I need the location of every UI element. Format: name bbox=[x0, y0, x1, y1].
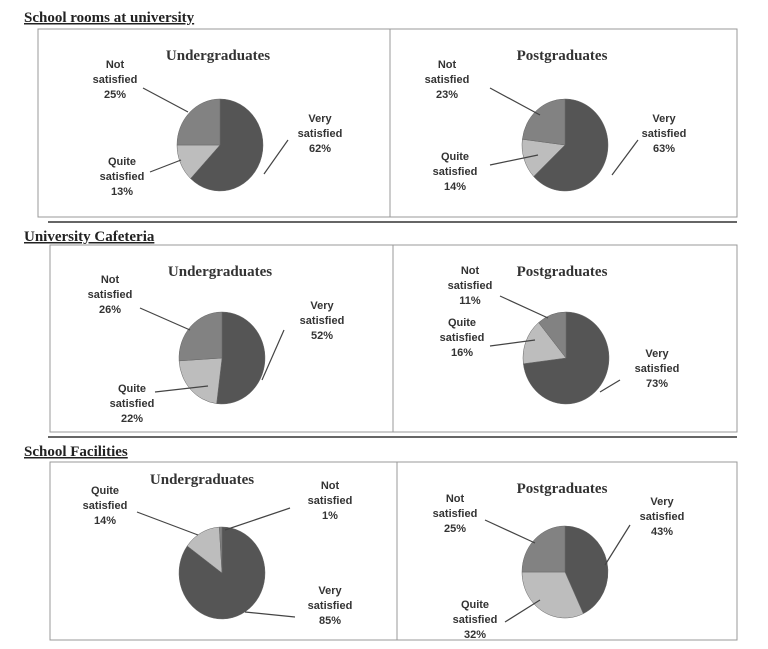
leader-line bbox=[604, 524, 631, 566]
pie-title: Postgraduates bbox=[517, 481, 608, 497]
leader-line bbox=[599, 379, 621, 393]
leader-line bbox=[261, 329, 285, 381]
pie-slice-very-satisfied bbox=[533, 98, 609, 192]
leader-line bbox=[484, 519, 536, 544]
slice-label: Not satisfied 25% bbox=[93, 59, 138, 101]
pie-slice-not-satisfied bbox=[522, 98, 566, 146]
leader-line bbox=[263, 139, 289, 175]
slice-label: Very satisfied 85% bbox=[308, 585, 353, 627]
slice-label: Very satisfied 73% bbox=[635, 348, 680, 390]
pie-slice-not-satisfied bbox=[521, 525, 566, 573]
pie-title: Undergraduates bbox=[150, 472, 254, 488]
leader-line bbox=[489, 339, 536, 347]
pie-chart-school-rooms-at-university-undergraduates: Undergraduates Very satisfied 62% Quite satis… bbox=[93, 48, 343, 198]
slice-label: Very satisfied 62% bbox=[298, 113, 343, 155]
leader-line bbox=[489, 87, 541, 116]
leader-line bbox=[611, 139, 639, 176]
pie-chart-school-rooms-at-university-postgraduates: Postgraduates Very satisfied 63% Quite satisf… bbox=[425, 48, 687, 193]
pie-slice-not-satisfied bbox=[178, 311, 223, 362]
section-title-school-rooms: School rooms at university bbox=[24, 10, 195, 26]
slice-label: Not satisfied 1% bbox=[308, 480, 353, 522]
pie-slice-quite-satisfied bbox=[178, 357, 223, 404]
leader-line bbox=[142, 87, 189, 113]
panel-frame bbox=[49, 461, 738, 641]
slice-label: Quite satisfied 32% bbox=[453, 599, 498, 641]
pie-title: Postgraduates bbox=[517, 48, 608, 64]
pie-chart-school-facilities-undergraduates: Undergraduates Very satisfied 85% Quite satis… bbox=[83, 472, 353, 627]
leader-line bbox=[499, 295, 549, 319]
slice-label: Not satisfied 26% bbox=[88, 274, 133, 316]
pie-slice-very-satisfied bbox=[216, 311, 266, 405]
section-title-cafeteria: University Cafeteria bbox=[24, 229, 155, 245]
slice-label: Quite satisfied 14% bbox=[433, 151, 478, 193]
slice-label: Very satisfied 43% bbox=[640, 496, 685, 538]
pie-slice-not-satisfied bbox=[219, 526, 223, 574]
pie-slice-not-satisfied bbox=[538, 311, 567, 359]
leader-line bbox=[149, 159, 182, 173]
leader-line bbox=[139, 307, 191, 331]
pie-title: Undergraduates bbox=[166, 48, 270, 64]
leader-line bbox=[154, 385, 209, 393]
leader-line bbox=[504, 599, 541, 623]
slice-label: Quite satisfied 14% bbox=[83, 485, 128, 527]
slice-label: Not satisfied 23% bbox=[425, 59, 470, 101]
pie-chart-university-cafeteria-undergraduates: Undergraduates Very satisfied 52% Quite satis… bbox=[88, 264, 345, 425]
pie-chart-university-cafeteria-postgraduates: Postgraduates Very satisfied 73% Quite satisf… bbox=[440, 264, 680, 405]
pie-chart-school-facilities-postgraduates: Postgraduates Very satisfied 43% Quite satisf… bbox=[433, 481, 685, 641]
pie-slice-not-satisfied bbox=[176, 98, 221, 146]
pie-slice-very-satisfied bbox=[190, 98, 264, 192]
leader-line bbox=[136, 511, 199, 536]
panel-frame bbox=[37, 28, 738, 218]
slice-label: Quite satisfied 13% bbox=[100, 156, 145, 198]
pie-slice-quite-satisfied bbox=[521, 571, 584, 619]
slice-label: Not satisfied 11% bbox=[448, 265, 493, 307]
slice-label: Very satisfied 63% bbox=[642, 113, 687, 155]
leader-line bbox=[224, 507, 291, 531]
pie-title: Postgraduates bbox=[517, 264, 608, 280]
leader-line bbox=[244, 611, 296, 618]
slice-label: Quite satisfied 22% bbox=[110, 383, 155, 425]
pie-title: Undergraduates bbox=[168, 264, 272, 280]
slice-label: Very satisfied 52% bbox=[300, 300, 345, 342]
leader-line bbox=[489, 154, 539, 166]
slice-label: Not satisfied 25% bbox=[433, 493, 478, 535]
slice-label: Quite satisfied 16% bbox=[440, 317, 485, 359]
section-title-facilities: School Facilities bbox=[24, 444, 128, 460]
